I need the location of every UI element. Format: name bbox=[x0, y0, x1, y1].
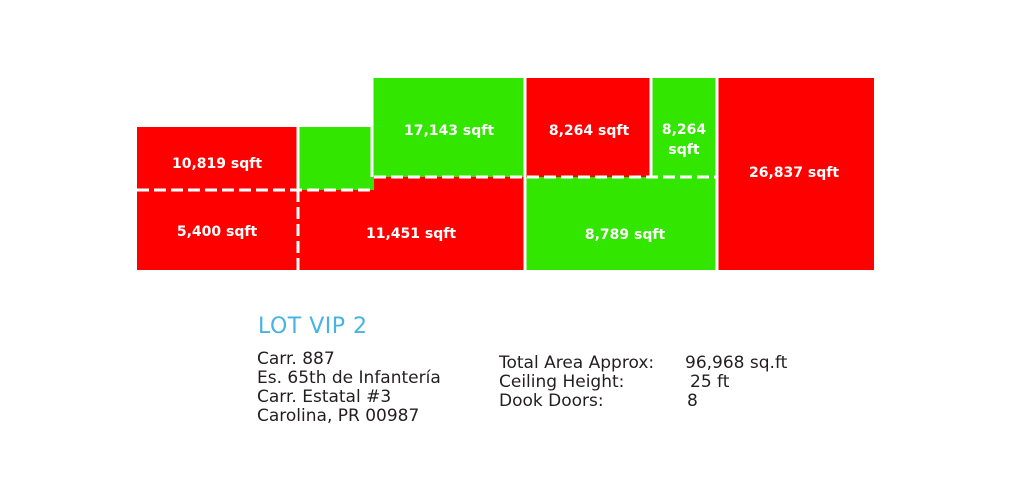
unit-u5-leased bbox=[298, 177, 525, 270]
unit-u6-leased bbox=[525, 78, 651, 177]
site-plan: 10,819 sqft 5,400 sqft 17,143 sqft 11,451 s… bbox=[137, 78, 874, 270]
spec-value: 25 ft bbox=[690, 372, 730, 392]
spec-row-ceiling-height: Ceiling Height: 25 ft bbox=[499, 372, 729, 392]
spec-label: Ceiling Height: bbox=[499, 372, 625, 392]
unit-u3-available bbox=[298, 127, 374, 190]
spec-row-total-area: Total Area Approx: 96,968 sq.ft bbox=[499, 353, 787, 373]
address-line: Carolina, PR 00987 bbox=[257, 406, 420, 426]
address-line: Es. 65th de Infantería bbox=[257, 368, 441, 388]
spec-value: 8 bbox=[687, 391, 698, 411]
labels-layer: 10,819 sqft 5,400 sqft 17,143 sqft 11,451 s… bbox=[172, 122, 839, 243]
spec-value: 96,968 sq.ft bbox=[685, 353, 788, 373]
unit-area-label: 26,837 sqft bbox=[749, 165, 839, 181]
lot-title: LOT VIP 2 bbox=[258, 314, 368, 339]
unit-area-label: 17,143 sqft bbox=[404, 123, 494, 139]
address-block: Carr. 887 Es. 65th de Infantería Carr. E… bbox=[257, 350, 441, 426]
address-line: Carr. 887 bbox=[257, 349, 335, 369]
unit-u1-leased bbox=[137, 127, 298, 190]
address-line: Carr. Estatal #3 bbox=[257, 387, 392, 407]
dividers-layer bbox=[137, 78, 719, 270]
units-layer bbox=[137, 78, 874, 270]
spec-label: Dook Doors: bbox=[499, 391, 604, 411]
unit-u7-available bbox=[651, 78, 717, 177]
unit-u9-leased bbox=[717, 78, 874, 270]
unit-area-label: 8,264 sqft bbox=[549, 123, 630, 139]
unit-area-label: sqft bbox=[668, 142, 699, 158]
unit-u4-available bbox=[372, 78, 525, 177]
unit-area-label: 8,264 bbox=[662, 122, 707, 138]
unit-u8-available bbox=[525, 177, 717, 270]
unit-area-label: 5,400 sqft bbox=[177, 224, 258, 240]
unit-area-label: 8,789 sqft bbox=[585, 227, 666, 243]
specs-block: Total Area Approx: 96,968 sq.ft Ceiling … bbox=[499, 353, 787, 411]
spec-row-dock-doors: Dook Doors: 8 bbox=[499, 391, 698, 411]
unit-u2-leased bbox=[137, 190, 298, 270]
unit-area-label: 11,451 sqft bbox=[366, 226, 456, 242]
spec-label: Total Area Approx: bbox=[499, 353, 655, 373]
unit-area-label: 10,819 sqft bbox=[172, 156, 262, 172]
